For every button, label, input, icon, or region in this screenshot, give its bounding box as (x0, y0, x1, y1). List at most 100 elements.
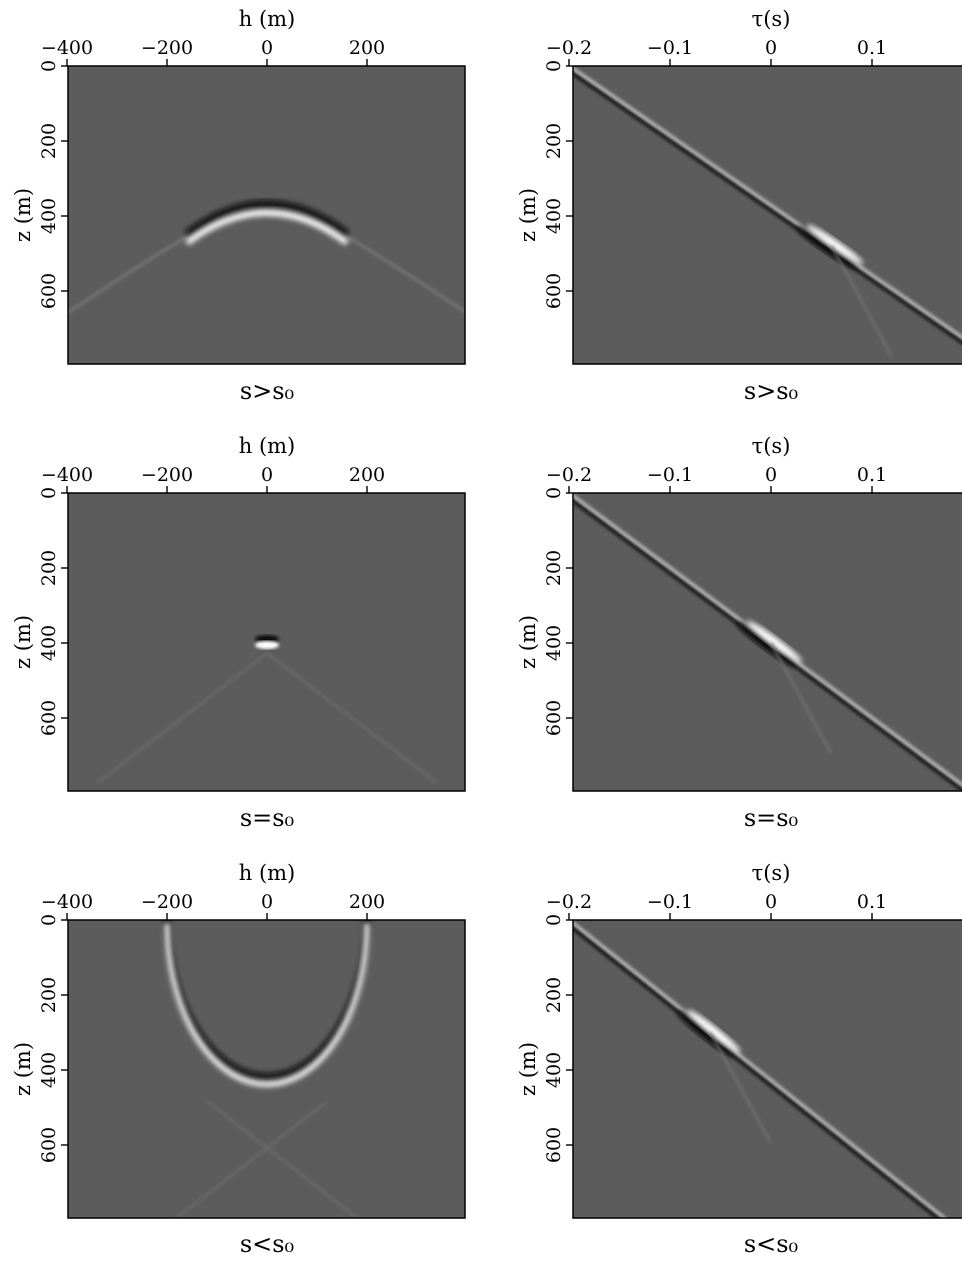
x-tick-label: −400 (41, 464, 93, 486)
y-ticks: 0 200 400 600 (543, 914, 573, 1163)
x-tick-label: 0 (765, 891, 777, 913)
plot-frame (572, 919, 962, 1219)
y-tick-label: 0 (38, 487, 60, 499)
y-tick-label: 0 (543, 60, 565, 72)
x-tick-label: −0.2 (546, 37, 592, 59)
x-tick-label: −200 (141, 464, 193, 486)
x-tick-label: −0.1 (647, 37, 693, 59)
panel-5-offset-gather: h (m) z (m) −400 −200 0 200 0 200 400 600 s<s₀ (11, 861, 466, 1258)
y-tick-label: 600 (38, 1127, 60, 1163)
x-axis-title: τ(s) (752, 861, 791, 885)
plot-area (573, 920, 962, 1218)
y-tick-label: 400 (543, 625, 565, 661)
y-tick-label: 200 (38, 977, 60, 1013)
panel-caption: s<s₀ (240, 1230, 294, 1258)
x-ticks: −0.2 −0.1 0 0.1 (546, 37, 887, 66)
y-axis-title: z (m) (11, 615, 35, 669)
panel-caption: s>s₀ (240, 377, 294, 405)
x-tick-label: 0 (765, 464, 777, 486)
x-ticks: −400 −200 0 200 (41, 37, 385, 66)
x-tick-label: −0.1 (647, 464, 693, 486)
focus-peak (746, 621, 802, 663)
y-tick-label: 400 (38, 198, 60, 234)
x-tick-label: −0.2 (546, 464, 592, 486)
y-tick-label: 400 (38, 625, 60, 661)
x-ticks: −400 −200 0 200 (41, 464, 385, 493)
panel-4-time-shift-gather: τ(s) z (m) −0.2 −0.1 0 0.1 0 200 400 600 s=s₀ (516, 434, 962, 832)
event-tail (96, 652, 268, 784)
event-tail (266, 652, 438, 784)
y-axis-title: z (m) (11, 1042, 35, 1096)
panel-6-time-shift-gather: τ(s) z (m) −0.2 −0.1 0 0.1 0 200 400 600 s<s₀ (516, 861, 962, 1258)
event-peak (164, 922, 370, 1087)
x-tick-label: 200 (349, 891, 385, 913)
y-tick-label: 0 (543, 487, 565, 499)
x-tick-label: 200 (349, 37, 385, 59)
y-tick-label: 200 (543, 550, 565, 586)
x-axis-title: h (m) (239, 7, 296, 31)
panel-caption: s<s₀ (744, 1230, 798, 1258)
x-tick-label: 0 (261, 464, 273, 486)
event-peak (185, 209, 349, 246)
y-tick-label: 400 (543, 198, 565, 234)
y-ticks: 0 200 400 600 (543, 60, 573, 309)
y-tick-label: 200 (543, 123, 565, 159)
y-tick-label: 0 (543, 914, 565, 926)
plot-area (68, 920, 465, 1218)
plot-frame (572, 65, 962, 365)
x-axis-title: h (m) (239, 861, 296, 885)
event-layer (573, 921, 947, 1218)
focus-peak (806, 224, 864, 265)
focus-trough (797, 226, 857, 269)
panel-2-time-shift-gather: τ(s) z (m) −0.2 −0.1 0 0.1 0 200 400 600 s>s₀ (516, 7, 962, 405)
plot-frame (572, 492, 962, 792)
focus-trough (737, 622, 796, 667)
x-tick-label: 200 (349, 464, 385, 486)
x-ticks: −0.2 −0.1 0 0.1 (546, 464, 887, 493)
y-tick-label: 0 (38, 914, 60, 926)
y-ticks: 0 200 400 600 (543, 487, 573, 736)
y-tick-label: 400 (38, 1052, 60, 1088)
x-tick-label: 0.1 (857, 464, 887, 486)
x-tick-label: 0.1 (857, 37, 887, 59)
x-axis-title: h (m) (239, 434, 296, 458)
event-layer (573, 493, 962, 791)
event-line (573, 921, 947, 1218)
x-ticks: −0.2 −0.1 0 0.1 (546, 891, 887, 920)
y-tick-label: 600 (543, 273, 565, 309)
x-tick-label: 0.1 (857, 891, 887, 913)
y-axis-title: z (m) (516, 615, 540, 669)
y-ticks: 0 200 400 600 (38, 60, 68, 309)
y-tick-label: 600 (543, 1127, 565, 1163)
y-tick-label: 600 (38, 273, 60, 309)
event-trough (573, 923, 944, 1218)
event-layer (96, 635, 438, 784)
y-axis-title: z (m) (516, 188, 540, 242)
x-tick-label: 0 (261, 37, 273, 59)
x-tick-label: −400 (41, 37, 93, 59)
event-trough (573, 69, 962, 345)
x-axis-title: τ(s) (752, 434, 791, 458)
y-tick-label: 200 (543, 977, 565, 1013)
x-ticks: −400 −200 0 200 (41, 891, 385, 920)
event-layer (68, 200, 465, 314)
focus-trough (255, 635, 279, 643)
y-axis-title: z (m) (11, 188, 35, 242)
y-ticks: 0 200 400 600 (38, 487, 68, 736)
y-tick-label: 600 (543, 700, 565, 736)
x-tick-label: −200 (141, 891, 193, 913)
y-axis-title: z (m) (516, 1042, 540, 1096)
panel-caption: s>s₀ (744, 377, 798, 405)
x-tick-label: −0.2 (546, 891, 592, 913)
event-tail (770, 642, 832, 754)
event-trough (184, 200, 350, 237)
y-tick-label: 600 (38, 700, 60, 736)
panel-caption: s=s₀ (240, 804, 294, 832)
event-line (573, 66, 962, 340)
focus-trough (677, 1011, 734, 1057)
x-tick-label: 0 (765, 37, 777, 59)
panel-1-offset-gather: h (m) z (m) −400 −200 0 200 0 200 400 600 s>s₀ (11, 7, 466, 405)
y-ticks: 0 200 400 600 (38, 914, 68, 1163)
x-tick-label: −0.1 (647, 891, 693, 913)
